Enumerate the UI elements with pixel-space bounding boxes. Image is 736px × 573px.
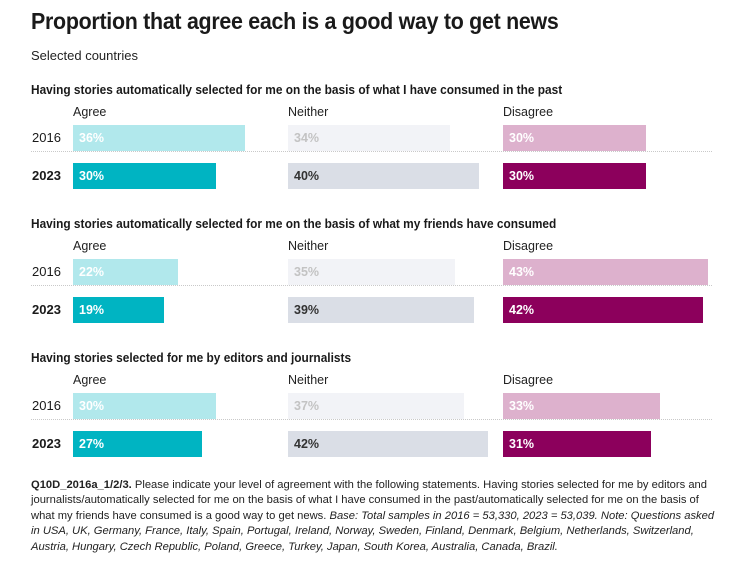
bar-value-label: 27% [79, 437, 105, 451]
bar-agree-2016: 22% [73, 259, 178, 285]
panel-question: Having stories selected for me by editor… [31, 351, 352, 365]
footnote-base-note: Base: Total samples in 2016 = 53,330, 20… [31, 509, 715, 553]
year-label: 2016 [32, 264, 61, 279]
year-label: 2016 [32, 130, 61, 145]
column-label-disagree: Disagree [503, 373, 554, 387]
bar-value-label: 42% [509, 303, 535, 317]
bar-neither-2016: 37% [288, 393, 464, 419]
column-label-agree: Agree [73, 373, 107, 387]
bar-value-label: 30% [79, 399, 105, 413]
bar-neither-2016: 35% [288, 259, 455, 285]
bar-value-label: 43% [509, 265, 535, 279]
footnote: Q10D_2016a_1/2/3. Please indicate your l… [31, 478, 717, 555]
column-label-disagree: Disagree [503, 239, 554, 253]
bar-neither-2023: 40% [288, 163, 479, 189]
chart-subtitle: Selected countries [31, 48, 138, 63]
panel-question: Having stories automatically selected fo… [31, 83, 563, 97]
footnote-text: Please indicate your level of agreement … [31, 479, 707, 522]
bar-value-label: 42% [294, 437, 320, 451]
chart-title: Proportion that agree each is a good way… [31, 8, 559, 34]
column-label-neither: Neither [288, 239, 329, 253]
panel-1: Having stories automatically selected fo… [0, 83, 736, 217]
row-divider [31, 285, 712, 286]
column-label-disagree: Disagree [503, 105, 554, 119]
year-label: 2023 [32, 436, 61, 451]
bar-value-label: 22% [79, 265, 105, 279]
panel-2: Having stories automatically selected fo… [0, 217, 736, 351]
bar-value-label: 35% [294, 265, 320, 279]
bar-value-label: 39% [294, 303, 320, 317]
bar-agree-2023: 19% [73, 297, 164, 323]
bar-value-label: 33% [509, 399, 535, 413]
bar-disagree-2023: 42% [503, 297, 703, 323]
column-label-neither: Neither [288, 105, 329, 119]
bar-value-label: 30% [509, 131, 535, 145]
column-label-agree: Agree [73, 105, 107, 119]
bar-agree-2016: 30% [73, 393, 216, 419]
bar-value-label: 37% [294, 399, 320, 413]
column-label-agree: Agree [73, 239, 107, 253]
bar-value-label: 30% [79, 169, 105, 183]
panel-question: Having stories automatically selected fo… [31, 217, 557, 231]
bar-disagree-2023: 31% [503, 431, 651, 457]
bar-neither-2023: 42% [288, 431, 488, 457]
bar-value-label: 34% [294, 131, 320, 145]
bar-neither-2016: 34% [288, 125, 450, 151]
year-label: 2023 [32, 168, 61, 183]
year-label: 2016 [32, 398, 61, 413]
bar-agree-2016: 36% [73, 125, 245, 151]
year-label: 2023 [32, 302, 61, 317]
row-divider [31, 151, 712, 152]
bar-agree-2023: 27% [73, 431, 202, 457]
bar-value-label: 30% [509, 169, 535, 183]
panel-3: Having stories selected for me by editor… [0, 351, 736, 485]
bar-agree-2023: 30% [73, 163, 216, 189]
footnote-question-code: Q10D_2016a_1/2/3. [31, 479, 132, 491]
bar-neither-2023: 39% [288, 297, 474, 323]
bar-disagree-2023: 30% [503, 163, 646, 189]
bar-value-label: 19% [79, 303, 105, 317]
bar-value-label: 40% [294, 169, 320, 183]
bar-disagree-2016: 33% [503, 393, 660, 419]
bar-value-label: 36% [79, 131, 105, 145]
column-label-neither: Neither [288, 373, 329, 387]
bar-value-label: 31% [509, 437, 535, 451]
row-divider [31, 419, 712, 420]
bar-disagree-2016: 43% [503, 259, 708, 285]
bar-disagree-2016: 30% [503, 125, 646, 151]
